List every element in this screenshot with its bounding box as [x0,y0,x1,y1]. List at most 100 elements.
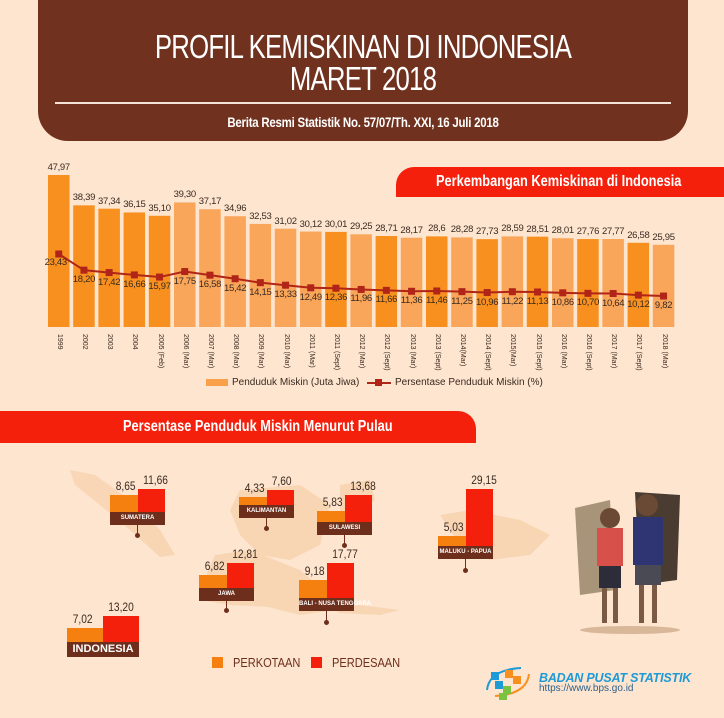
rural-value: 11,66 [142,473,168,488]
x-axis-label: 2006 (Mar) [181,334,189,369]
bar-7 [224,216,246,327]
pointer-stem [326,611,327,622]
bar-value-label: 35,10 [148,202,171,214]
x-axis-label: 2017 (Sept) [635,334,643,371]
urban-value: 5,03 [443,520,464,535]
line-marker [105,269,113,277]
pct-value-label: 12,36 [324,292,348,304]
x-axis-label: 2009 (Mar) [257,334,265,369]
x-axis-label: 2013 (Sept) [433,334,441,371]
island-name-label: BALI - NUSA TENGGARA [299,598,371,611]
location-dot-icon [224,608,229,613]
rural-value: 29,15 [470,473,497,488]
bps-url-link[interactable]: https://www.bps.go.id [539,682,634,694]
island-name-label: INDONESIA [67,642,139,657]
bar-value-label: 25,95 [652,231,675,243]
pointer-stem [465,559,466,570]
line-marker [307,284,315,292]
header-divider [55,102,671,104]
bar-value-label: 28,6 [428,223,446,235]
line-marker [382,286,390,294]
x-axis-label: 2002 [80,334,88,350]
bar-value-label: 30,12 [299,218,323,230]
pct-value-label: 11,66 [375,294,398,306]
island-name-label: JAWA [199,588,254,601]
pct-value-label: 10,86 [551,296,575,308]
rural-bar [226,563,254,588]
pct-value-label: 11,25 [451,295,473,307]
pct-value-label: 16,66 [123,278,146,290]
bar-23 [627,242,650,327]
pct-value-label: 10,12 [627,299,650,311]
line-marker [508,288,516,296]
rural-bar [103,616,139,642]
urban-value: 4,33 [244,480,265,495]
island-name-label: MALUKU - PAPUA [438,546,493,559]
chart-canvas [48,175,675,327]
x-axis-label: 2005 (Feb) [156,334,164,369]
pointer-stem [266,518,267,528]
bar-value-label: 28,71 [375,223,398,235]
chart-title-tag: Perkembangan Kemiskinan di Indonesia [396,167,724,197]
line-marker [231,275,239,283]
bar-18 [501,236,524,327]
pct-value-label: 13,33 [274,289,297,301]
legend-line: Persentase Penduduk Miskin (%) [367,377,543,388]
legend-bars: Penduduk Miskin (Juta Jiwa) [206,377,359,388]
chart-title: Perkembangan Kemiskinan di Indonesia [436,173,682,190]
x-axis-label: 2017 (Mar) [610,334,618,369]
line-marker [55,250,63,258]
line-marker-icon [367,378,391,387]
x-axis-label: 2011 (Sept) [332,334,340,371]
rural-value: 13,20 [108,600,134,615]
x-axis-label: 2007 (Mar) [206,334,214,369]
line-marker [483,289,491,297]
pointer-stem [137,525,138,535]
urban-value: 6,82 [204,558,225,573]
bar-13 [375,236,398,327]
pct-value-label: 10,96 [476,296,499,308]
x-axis-label: 2015(Mar) [509,334,517,367]
bps-logo-icon [486,667,530,700]
bar-value-label: 27,76 [576,226,600,238]
bps-footer: BADAN PUSAT STATISTIK https://www.bps.go… [483,662,691,702]
bar-15 [426,236,448,327]
legend-bars-label: Penduduk Miskin (Juta Jiwa) [232,377,360,388]
children-photo-icon [575,492,680,634]
bar-10 [300,231,322,327]
bar-22 [602,239,624,327]
rural-value: 12,81 [231,547,258,562]
x-axis-label: 2013 (Mar) [408,334,416,369]
pct-value-label: 18,20 [72,274,96,286]
legend-urban: PERKOTAAN [212,655,312,670]
x-axis-label: 2018 (Mar) [660,334,668,369]
page-title-line2: MARET 2018 [289,60,437,97]
pulau-title-tag: Persentase Penduduk Miskin Menurut Pulau [0,411,476,443]
pct-value-label: 17,42 [98,276,121,288]
bar-value-label: 28,01 [551,225,575,237]
x-axis-label: 2016 (Sept) [584,334,592,371]
poverty-trend-chart: 47,97 23,43 1999 38,39 18,20 2002 37,34 17,42 20… [45,162,675,371]
x-axis-label: 2003 [106,334,114,350]
line-marker [609,290,617,298]
bar-9 [274,228,297,327]
urban-value: 9,18 [304,564,325,579]
bar-value-label: 28,59 [501,223,524,235]
bar-value-label: 39,30 [173,189,197,201]
pct-value-label: 11,36 [400,295,423,307]
bar-value-label: 37,34 [98,195,121,207]
bar-16 [451,237,473,327]
bar-value-label: 27,73 [476,226,499,238]
bar-value-label: 38,39 [72,192,96,204]
line-marker [660,292,668,300]
bar-swatch-icon [206,379,228,386]
bar-11 [325,231,347,327]
location-dot-icon [463,568,468,573]
rural-value: 17,77 [331,547,358,562]
bar-value-label: 31,02 [274,215,297,227]
legend-line-label: Persentase Penduduk Miskin (%) [395,377,543,388]
urban-bar [299,580,327,598]
bar-value-label: 29,25 [350,221,373,233]
urban-bar [317,510,345,522]
legend-rural: PERDESAAN [311,655,412,670]
